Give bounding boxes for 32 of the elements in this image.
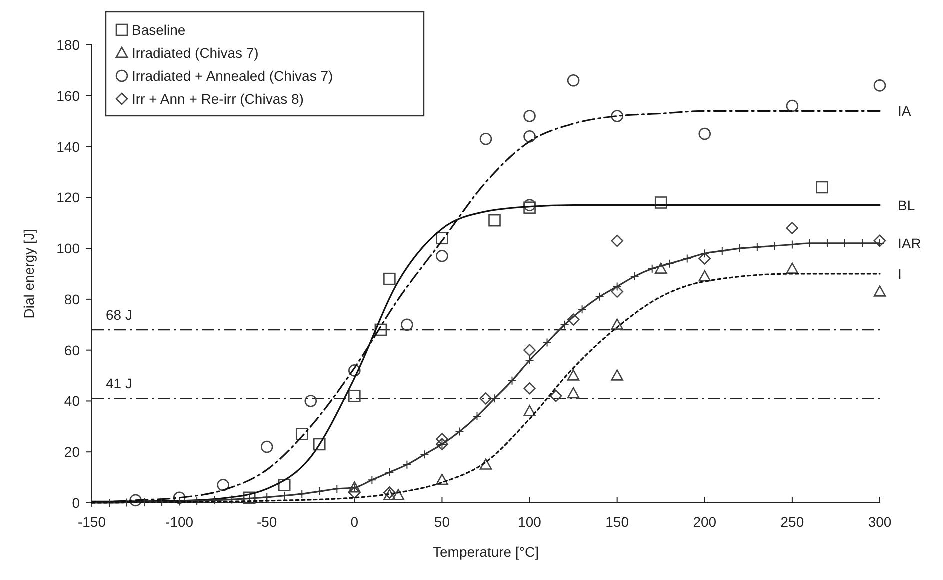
x-axis-title: Temperature [°C] [433,544,539,560]
x-tick-label: 100 [518,514,542,530]
y-axis-title: Dial energy [J] [21,229,37,319]
legend-label: Irradiated (Chivas 7) [132,45,259,61]
y-tick-label: 100 [56,240,80,257]
series-label: BL [898,197,916,214]
y-tick-label: 40 [64,393,80,410]
ref-line-label: 41 J [106,376,132,392]
series-label: IA [898,103,912,120]
y-tick-label: 20 [64,444,80,460]
x-tick-label: 0 [350,514,359,530]
x-tick-label: 250 [780,514,804,530]
y-tick-label: 180 [56,37,80,53]
y-tick-label: 60 [64,342,80,358]
x-tick-label: 200 [693,514,717,530]
x-tick-label: 300 [868,514,892,530]
legend-label: Irradiated + Annealed (Chivas 7) [132,68,334,84]
y-tick-label: 160 [56,88,80,104]
y-tick-label: 80 [64,291,80,308]
x-tick-label: 50 [434,514,450,530]
x-tick-label: -50 [256,514,278,530]
y-tick-label: 140 [56,138,80,155]
y-tick-label: 120 [56,190,80,206]
series-label: IAR [898,235,922,252]
x-tick-label: 150 [606,514,630,530]
legend-label: Baseline [132,22,186,38]
y-tick-label: 0 [72,495,80,511]
x-tick-label: -100 [166,514,194,530]
x-tick-label: -150 [78,514,106,530]
series-label: I [898,266,902,282]
ref-line-label: 68 J [106,306,132,323]
legend-label: Irr + Ann + Re-irr (Chivas 8) [132,91,304,107]
